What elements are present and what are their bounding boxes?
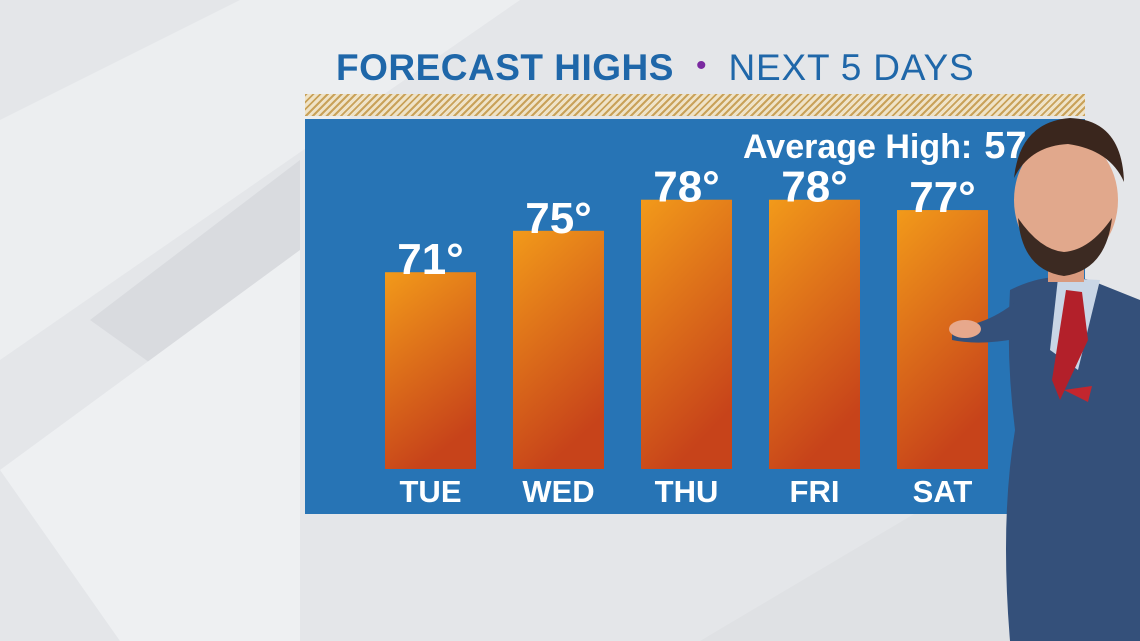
bar-wed: [513, 230, 604, 469]
bar-fri: [769, 199, 860, 469]
value-label-tue: 71°: [397, 235, 464, 284]
chart-title: FORECAST HIGHS: [336, 47, 674, 88]
decorative-hatch-band: [305, 94, 1085, 116]
average-high-label: Average High:: [743, 128, 973, 166]
category-label-fri: FRI: [790, 474, 840, 509]
category-label-wed: WED: [522, 474, 594, 509]
category-label-sat: SAT: [913, 474, 973, 509]
chart-panel: 71° TUE 75° WED 78° THU 78° FRI 77° SAT Average H…: [305, 119, 1085, 514]
bar-tue: [385, 272, 476, 469]
value-label-wed: 75°: [525, 194, 592, 243]
category-label-tue: TUE: [400, 474, 462, 509]
presenter-figure: [949, 118, 1140, 641]
bar-thu: [641, 199, 732, 469]
bar-chart: 71° TUE 75° WED 78° THU 78° FRI 77° SAT: [385, 163, 988, 509]
value-label-sat: 77°: [909, 173, 976, 222]
title-separator-dot: •: [695, 49, 707, 82]
category-label-thu: THU: [655, 474, 719, 509]
average-high-readout: Average High: 57: [743, 125, 1027, 168]
value-label-fri: 78°: [781, 163, 848, 212]
chart-subtitle: NEXT 5 DAYS: [728, 47, 975, 88]
chart-title-row: FORECAST HIGHS • NEXT 5 DAYS: [336, 46, 974, 90]
value-label-thu: 78°: [653, 163, 720, 212]
